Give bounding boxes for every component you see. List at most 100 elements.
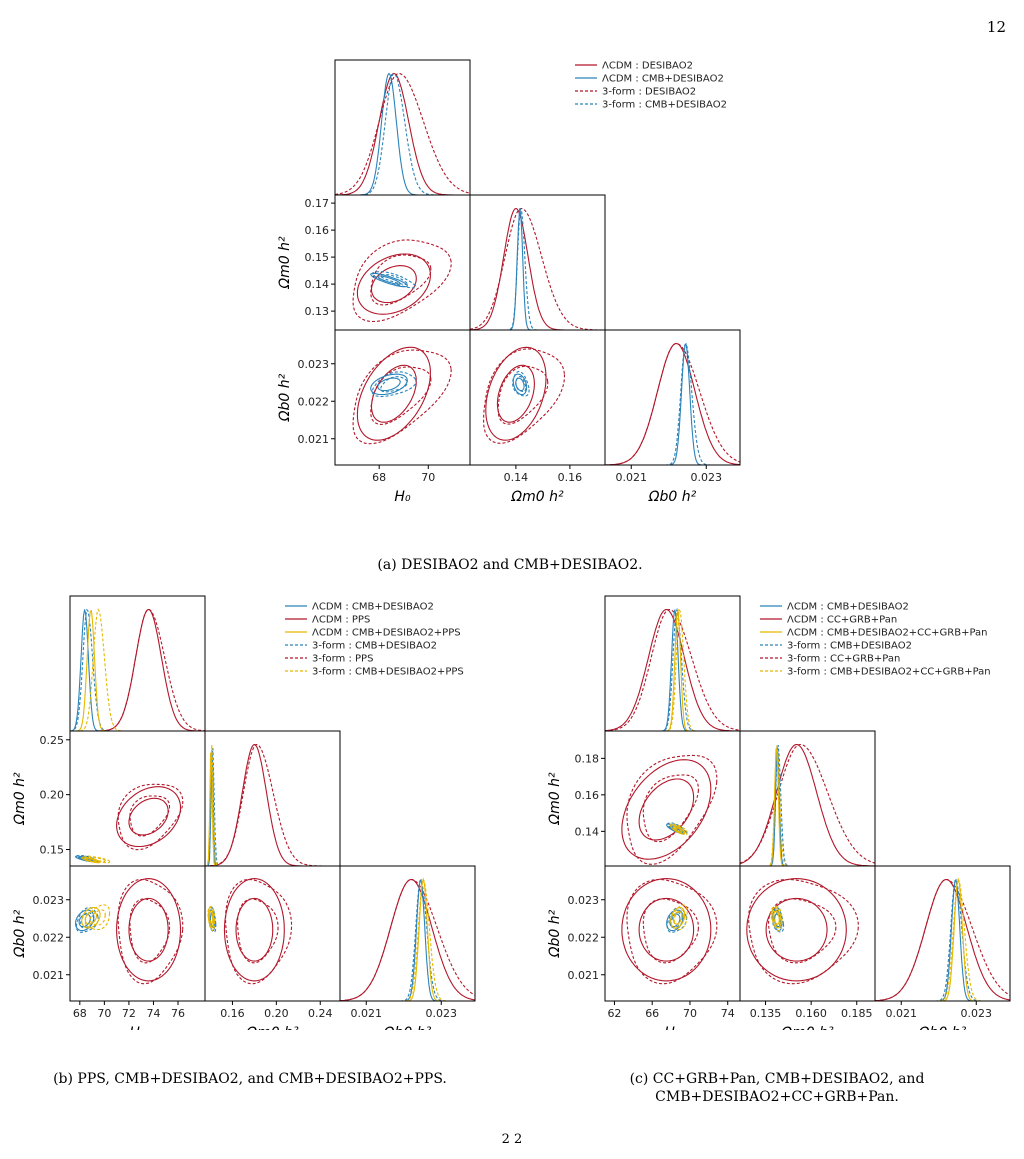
contour-yellow-solid-68 — [672, 910, 683, 925]
marginal-yellow-dashed — [340, 878, 475, 1001]
marginal-red-dashed — [470, 207, 605, 330]
x-axis-label: H₀ — [394, 489, 411, 505]
contour-red-dashed-95 — [748, 878, 859, 985]
contour-blue-dashed-68 — [380, 376, 408, 393]
y-axis-label: Ωm0 h² — [277, 236, 293, 290]
contour-blue-dashed-95 — [771, 906, 785, 933]
y-tick-label: 0.023 — [568, 894, 600, 907]
x-tick-label: 0.160 — [795, 1007, 827, 1020]
panel-frame — [469, 194, 606, 331]
legend-label: 3-form : CMB+DESIBAO2 — [602, 100, 727, 111]
legend-label: 3-form : CMB+DESIBAO2+PPS — [312, 667, 464, 678]
contour-blue-solid-95 — [370, 272, 408, 288]
marginal-yellow-dashed — [205, 745, 340, 866]
contour-yellow-dashed-68 — [89, 856, 106, 863]
contour-blue-solid-95 — [370, 373, 408, 396]
contour-yellow-dashed-95 — [207, 905, 216, 932]
y-tick-label: 0.023 — [33, 894, 65, 907]
panel-2-0: 62 66 70 74 H₀ 0.021 0.022 0.023 Ωb0 h² — [547, 865, 741, 1030]
panel-1-0: 0.15 0.20 0.25 Ωm0 h² — [12, 730, 206, 867]
contour-blue-dashed-95 — [75, 907, 99, 933]
x-tick-label: 0.16 — [220, 1007, 245, 1020]
contour-yellow-dashed-95 — [84, 855, 111, 864]
marginal-red-solid — [205, 743, 340, 866]
x-tick-label: 0.023 — [961, 1007, 993, 1020]
contour-yellow-dashed-68 — [673, 825, 685, 834]
y-tick-label: 0.18 — [575, 752, 600, 765]
legend-label: ΛCDM : CMB+DESIBAO2 — [312, 602, 434, 613]
y-axis-label: Ωb0 h² — [547, 909, 563, 958]
contour-blue-dashed-68 — [774, 911, 782, 929]
panel-frame — [334, 329, 471, 466]
contour-red-solid-68 — [235, 897, 274, 962]
x-tick-label: 0.021 — [886, 1007, 918, 1020]
x-tick-label: 62 — [607, 1007, 621, 1020]
contour-red-dashed-68 — [370, 254, 432, 306]
contour-blue-solid-68 — [377, 377, 401, 392]
marginal-red-solid — [605, 342, 740, 465]
legend-label: ΛCDM : CMB+DESIBAO2+PPS — [312, 628, 461, 639]
x-tick-label: 0.135 — [750, 1007, 782, 1020]
panel-frame — [874, 865, 1011, 1002]
y-tick-label: 0.14 — [305, 278, 330, 291]
panel-2-0: 68 70 72 74 76 H₀ 0.021 0.022 0.023 Ωb0 h² — [12, 865, 206, 1030]
y-tick-label: 0.022 — [33, 931, 65, 944]
marginal-red-solid — [875, 878, 1010, 1001]
contour-red-solid-95 — [485, 346, 547, 441]
panel-frame — [204, 730, 341, 867]
panel-2-2: 0.021 0.023 Ωb0 h² — [874, 865, 1011, 1030]
x-tick-label: 0.16 — [558, 471, 583, 484]
x-tick-label: 74 — [721, 1007, 735, 1020]
legend-label: ΛCDM : CC+GRB+Pan — [787, 615, 897, 626]
contour-yellow-dashed-95 — [670, 904, 688, 931]
y-axis-label: Ωb0 h² — [277, 373, 293, 422]
panel-frame — [69, 730, 206, 867]
marginal-yellow-solid — [205, 752, 340, 866]
contour-red-dashed-95 — [626, 878, 718, 985]
contour-red-dashed-68 — [642, 898, 699, 964]
contour-red-solid-95 — [223, 878, 285, 982]
y-tick-label: 0.20 — [40, 789, 65, 802]
legend-label: ΛCDM : CMB+DESIBAO2+CC+GRB+Pan — [787, 628, 988, 639]
x-tick-label: 0.023 — [691, 471, 723, 484]
marginal-yellow-dashed — [605, 608, 740, 731]
triangle-plot-c: 0.14 0.16 0.18 Ωm0 h² 62 66 70 74 H₀ 0.021 0.022 0.… — [547, 595, 1011, 1030]
x-tick-label: 0.021 — [616, 471, 648, 484]
caption-c: (c) CC+GRB+Pan, CMB+DESIBAO2, and CMB+DE… — [530, 1070, 1024, 1106]
page-number: 12 — [986, 18, 1006, 36]
x-axis-label: H₀ — [129, 1025, 146, 1030]
contour-red-dashed-68 — [768, 898, 837, 964]
legend-label: ΛCDM : CMB+DESIBAO2 — [787, 602, 909, 613]
y-axis-label: Ωm0 h² — [547, 772, 563, 826]
panel-frame — [69, 865, 206, 1002]
marginal-red-dashed — [335, 72, 470, 195]
marginal-red-dashed — [740, 743, 875, 864]
marginal-red-dashed — [340, 878, 475, 1001]
x-tick-label: 0.185 — [841, 1007, 873, 1020]
panel-1-0: 0.13 0.14 0.15 0.16 0.17 Ωm0 h² — [277, 194, 471, 331]
x-tick-label: 70 — [683, 1007, 697, 1020]
y-axis-label: Ωm0 h² — [12, 772, 28, 826]
marginal-blue-solid — [875, 878, 1010, 1001]
legend-label: ΛCDM : PPS — [312, 615, 370, 626]
marginal-blue-solid — [740, 745, 875, 866]
legend-label: 3-form : CC+GRB+Pan — [787, 654, 900, 665]
panel-2-1: 0.16 0.20 0.24 Ωm0 h² — [204, 865, 341, 1030]
contour-red-solid-95 — [116, 786, 182, 848]
panel-frame — [339, 865, 476, 1002]
y-tick-label: 0.15 — [40, 844, 65, 857]
panel-2-2: 0.021 0.023 Ωb0 h² — [604, 329, 741, 505]
marginal-blue-solid — [205, 751, 340, 866]
y-tick-label: 0.021 — [568, 969, 600, 982]
panel-frame — [469, 329, 606, 466]
y-tick-label: 0.15 — [305, 251, 330, 264]
x-axis-label: Ωm0 h² — [245, 1025, 299, 1030]
contour-blue-dashed-68 — [380, 274, 408, 286]
panel-0-0 — [334, 59, 471, 196]
panel-1-1 — [739, 730, 876, 867]
contour-yellow-solid-95 — [670, 824, 686, 835]
marginal-blue-solid — [340, 878, 475, 1001]
marginal-red-dashed — [70, 608, 205, 731]
panel-frame — [604, 329, 741, 466]
marginal-yellow-solid — [340, 877, 475, 1001]
